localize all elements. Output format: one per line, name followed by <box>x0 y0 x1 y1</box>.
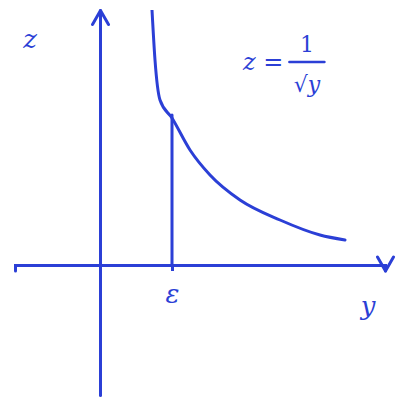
x-axis-line <box>16 266 386 272</box>
x-axis: ε <box>16 265 386 309</box>
y-axis-line <box>99 11 102 396</box>
formula-lhs: z = <box>242 48 283 76</box>
x-tick-label: ε <box>166 279 180 309</box>
formula: z = 1 √y <box>242 32 324 97</box>
y-axis <box>100 11 101 396</box>
x-tick: ε <box>166 265 180 309</box>
formula-denominator: √y <box>294 72 321 97</box>
formula-numerator: 1 <box>300 32 314 57</box>
epsilon-line <box>171 115 174 265</box>
fraction-bar <box>289 61 324 64</box>
plot-area <box>152 10 345 265</box>
y-axis-title: z <box>22 24 37 54</box>
curve <box>152 10 345 240</box>
chart: ε y z z = 1 √y <box>0 0 416 407</box>
x-axis-title: y <box>360 291 376 321</box>
